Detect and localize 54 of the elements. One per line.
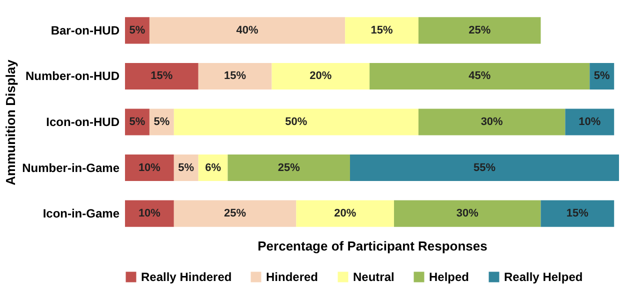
bar: [174, 108, 418, 136]
data-label: 6%: [205, 162, 222, 174]
y-tick-label: Number-on-HUD: [26, 69, 120, 84]
data-label: 10%: [578, 116, 601, 128]
legend-label: Helped: [429, 270, 470, 284]
y-tick-label: Number-in-Game: [22, 160, 120, 175]
bar: [149, 17, 346, 44]
legend-label: Neutral: [353, 270, 394, 284]
data-label: 15%: [150, 70, 173, 82]
data-label: 25%: [468, 24, 491, 36]
data-label: 55%: [473, 162, 496, 174]
bar: [394, 200, 541, 227]
legend-label: Really Helped: [504, 270, 583, 284]
y-tick-label: Icon-on-HUD: [46, 115, 120, 129]
x-axis-title: Percentage of Participant Responses: [258, 238, 488, 254]
bar: [296, 200, 394, 227]
data-label: 5%: [129, 116, 146, 128]
data-label: 45%: [468, 70, 491, 82]
bar: [350, 154, 619, 182]
data-label: 15%: [370, 24, 393, 36]
data-label: 50%: [285, 116, 308, 128]
data-label: 40%: [236, 24, 258, 36]
data-label: 5%: [594, 70, 610, 82]
bar: [418, 108, 566, 136]
data-label: 15%: [224, 70, 246, 82]
data-label: 10%: [138, 208, 161, 220]
data-label: 25%: [224, 208, 246, 220]
data-label: 25%: [278, 162, 300, 174]
data-label: 30%: [456, 208, 479, 220]
y-tick-label: Bar-on-HUD: [50, 23, 120, 38]
data-label: 20%: [334, 208, 356, 220]
bar: [418, 17, 541, 44]
bar: [565, 108, 614, 136]
y-axis-title: Ammunition Display: [3, 58, 18, 186]
bar: [228, 154, 350, 182]
bar: [345, 17, 418, 44]
y-tick-label: Icon-in-Game: [42, 206, 120, 221]
bar: [272, 62, 370, 90]
data-label: 5%: [129, 24, 146, 36]
bar: [125, 154, 174, 182]
bar: [125, 200, 174, 227]
data-label: 5%: [154, 116, 170, 128]
data-label: 15%: [566, 208, 589, 220]
data-label: 5%: [178, 162, 194, 174]
bar: [125, 62, 198, 90]
data-label: 30%: [480, 116, 504, 128]
data-label: 10%: [138, 162, 161, 174]
legend-label: Hindered: [266, 270, 318, 284]
legend-label: Really Hindered: [141, 270, 232, 284]
bar: [540, 200, 614, 227]
bar: [198, 62, 272, 90]
bar: [370, 62, 590, 90]
bar: [174, 200, 296, 227]
data-label: 20%: [310, 70, 332, 82]
